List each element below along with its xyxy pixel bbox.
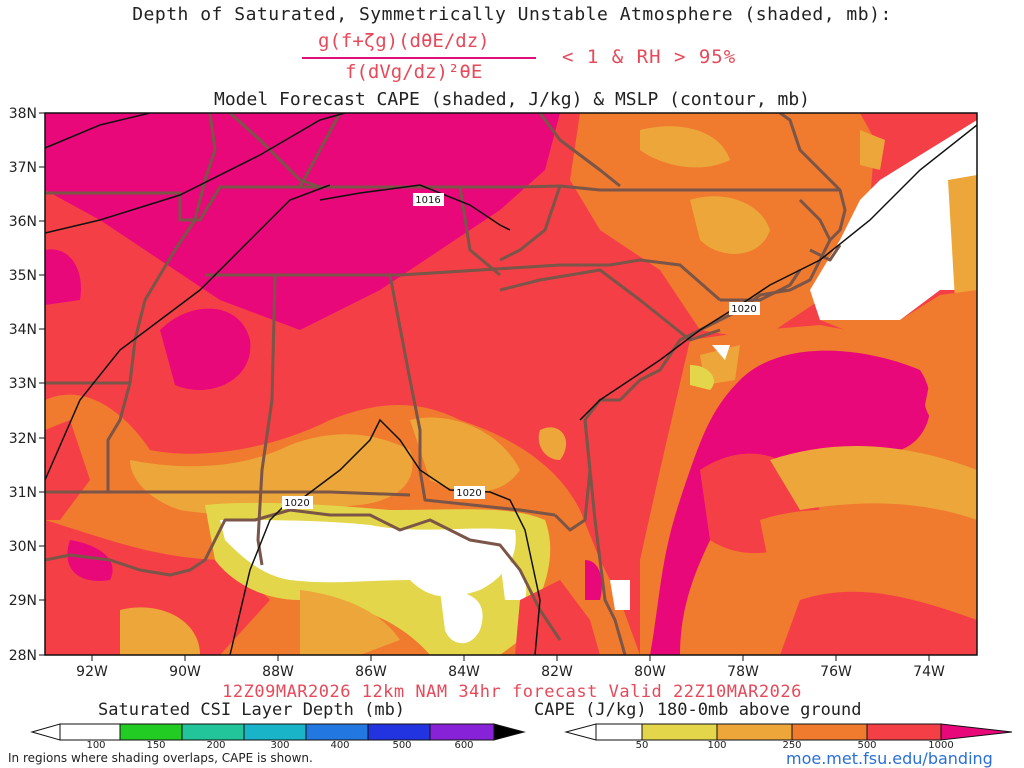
csi-colorbar-segment <box>59 723 121 741</box>
lon-label: 90W <box>169 664 201 680</box>
cape-colorbar-label: 50 <box>636 740 649 751</box>
overlap-note: In regions where shading overlaps, CAPE … <box>8 751 313 765</box>
lon-label: 76W <box>820 664 852 680</box>
chart-title: Depth of Saturated, Symmetrically Unstab… <box>132 4 892 25</box>
cape-colorbar-segment <box>595 723 643 741</box>
cape-shading <box>45 113 977 655</box>
csi-colorbar-segment <box>119 723 183 741</box>
lat-label: 29N <box>9 593 37 609</box>
isobar-labels: 1016 1020 1020 1020 <box>282 193 760 509</box>
cape-colorbar-high-arrow <box>940 723 1013 741</box>
lat-label: 37N <box>9 160 37 176</box>
isobar-label: 1020 <box>284 498 309 509</box>
cape-colorbar-segment <box>716 723 793 741</box>
cape-colorbar-segment <box>641 723 718 741</box>
cape-colorbar-title: CAPE (J/kg) 180-0mb above ground <box>534 700 862 720</box>
cape-colorbar-label: 250 <box>782 740 801 751</box>
lon-label: 78W <box>727 664 759 680</box>
lon-label: 80W <box>634 664 666 680</box>
lat-label: 35N <box>9 268 37 284</box>
lat-label: 34N <box>9 322 37 338</box>
csi-colorbar-label: 100 <box>86 740 105 751</box>
csi-colorbar-high-arrow <box>493 723 526 741</box>
cape-colorbar-segment <box>866 723 942 741</box>
lon-label: 92W <box>76 664 108 680</box>
csi-colorbar-segment <box>429 723 495 741</box>
csi-colorbar-segment <box>305 723 369 741</box>
csi-colorbar-label: 150 <box>146 740 165 751</box>
lon-label: 86W <box>355 664 387 680</box>
formula-denominator: f(dVg/dz)²θE <box>345 61 483 83</box>
csi-colorbar: 100 150 200 300 400 500 600 <box>30 723 526 751</box>
formula-fraction-bar <box>302 57 536 59</box>
forecast-valid-line: 12Z09MAR2026 12km NAM 34hr forecast Vali… <box>222 682 802 702</box>
cape-colorbar-segment <box>791 723 868 741</box>
formula-numerator: g(f+ζg)(dθE/dz) <box>318 30 490 52</box>
cape-colorbar: 50 100 250 500 1000 <box>564 723 1013 751</box>
cape-colorbar-label: 500 <box>857 740 876 751</box>
cape-colorbar-label: 100 <box>707 740 726 751</box>
lat-label: 36N <box>9 214 37 230</box>
lat-label: 32N <box>9 431 37 447</box>
isobar-label: 1020 <box>456 488 481 499</box>
isobar-label: 1016 <box>415 195 440 206</box>
cape-colorbar-low-arrow <box>564 723 597 741</box>
csi-colorbar-label: 400 <box>330 740 349 751</box>
cape-colorbar-label: 1000 <box>928 740 953 751</box>
lat-label: 33N <box>9 376 37 392</box>
lat-ticks <box>39 112 45 656</box>
source-url-link[interactable]: moe.met.fsu.edu/banding <box>786 749 993 768</box>
csi-colorbar-label: 200 <box>206 740 225 751</box>
csi-colorbar-title: Saturated CSI Layer Depth (mb) <box>98 700 406 720</box>
lon-label: 88W <box>262 664 294 680</box>
chart-subtitle: Model Forecast CAPE (shaded, J/kg) & MSL… <box>213 89 811 110</box>
lat-label: 38N <box>9 106 37 122</box>
csi-colorbar-segment <box>367 723 431 741</box>
csi-colorbar-label: 500 <box>392 740 411 751</box>
lon-label: 84W <box>448 664 480 680</box>
csi-colorbar-low-arrow <box>30 723 61 741</box>
csi-colorbar-label: 300 <box>270 740 289 751</box>
isobar-label: 1020 <box>731 304 756 315</box>
lon-label: 82W <box>541 664 573 680</box>
formula-condition: < 1 & RH > 95% <box>562 46 737 68</box>
lon-labels: 92W 90W 88W 86W 84W 82W 80W 78W 76W 74W <box>76 664 945 680</box>
csi-colorbar-label: 600 <box>454 740 473 751</box>
lon-ticks <box>91 655 930 661</box>
csi-colorbar-segment <box>243 723 307 741</box>
csi-colorbar-segment <box>181 723 245 741</box>
lon-label: 74W <box>913 664 945 680</box>
lat-label: 28N <box>9 648 37 664</box>
lat-labels: 38N 37N 36N 35N 34N 33N 32N 31N 30N 29N … <box>9 106 37 664</box>
lat-label: 30N <box>9 539 37 555</box>
isobar-contours <box>45 113 977 655</box>
map-frame <box>44 112 978 656</box>
lat-label: 31N <box>9 485 37 501</box>
